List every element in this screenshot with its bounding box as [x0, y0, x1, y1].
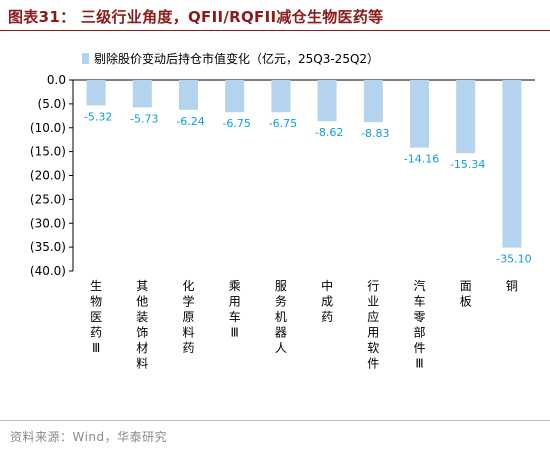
- bar: [86, 80, 106, 106]
- legend-label: 剔除股价变动后持仓市值变化（亿元，25Q3-25Q2）: [94, 51, 379, 66]
- data-label: -15.34: [450, 158, 485, 171]
- data-label: -6.75: [222, 117, 250, 130]
- y-tick-label: (25.0): [30, 192, 66, 206]
- legend-swatch: [82, 53, 89, 64]
- y-tick-label: (35.0): [30, 240, 66, 254]
- bar: [502, 80, 522, 248]
- y-ticks: 0.0 (5.0) (10.0) (15.0) (20.0) (25.0) (30.0) (3…: [30, 73, 73, 278]
- category-label: 服务机器人: [275, 279, 287, 355]
- data-label: -35.10: [496, 253, 531, 266]
- data-label: -8.62: [315, 126, 343, 139]
- category-label: 汽车零部件 Ⅲ: [413, 278, 425, 371]
- legend: 剔除股价变动后持仓市值变化（亿元，25Q3-25Q2）: [82, 51, 379, 66]
- y-tick-label: (5.0): [38, 97, 66, 111]
- title-divider: [0, 30, 550, 31]
- category-label: 面板: [460, 279, 472, 309]
- data-label: -6.75: [269, 117, 297, 130]
- chart-title: 图表31： 三级行业角度，QFII/RQFII减仓生物医药等: [8, 8, 384, 26]
- y-tick-label: (40.0): [30, 264, 66, 278]
- data-label: -5.73: [130, 112, 158, 125]
- bar: [179, 80, 198, 110]
- source-note: 资料来源：Wind，华泰研究: [10, 430, 168, 444]
- category-label: 中成药: [321, 278, 333, 324]
- bar: [456, 80, 476, 154]
- data-label: -8.83: [361, 127, 389, 140]
- bar: [225, 80, 245, 113]
- category-label: 化学原料药: [182, 279, 194, 355]
- category-label: 行业应用软件: [367, 279, 379, 371]
- category-labels: 生物医药 Ⅲ 其他装饰材料 化学原料药 乘用车 Ⅲ 服务机器人 中成药 行业应用软件 汽车零部件 Ⅲ…: [90, 278, 518, 371]
- y-tick-label: 0.0: [47, 73, 66, 87]
- source-divider: [0, 420, 550, 421]
- y-tick-label: (30.0): [30, 216, 66, 230]
- category-label: 生物医药 Ⅲ: [90, 279, 102, 355]
- y-tick-label: (15.0): [30, 145, 66, 159]
- y-tick-label: (20.0): [30, 169, 66, 183]
- bar-chart: 剔除股价变动后持仓市值变化（亿元，25Q3-25Q2） 0.0 (5.0) (10.…: [30, 51, 535, 371]
- category-label: 铜: [506, 278, 518, 293]
- data-label: -6.24: [176, 115, 204, 128]
- data-labels: -5.32 -5.73 -6.24 -6.75 -6.75 -8.62 -8.83 -14.1…: [84, 110, 532, 265]
- bar: [271, 80, 291, 113]
- bars: [86, 80, 522, 248]
- category-label: 乘用车 Ⅲ: [229, 279, 241, 340]
- bar: [132, 80, 152, 108]
- y-tick-label: (10.0): [30, 121, 66, 135]
- data-label: -5.32: [84, 110, 112, 123]
- data-label: -14.16: [404, 153, 439, 166]
- bar: [410, 80, 429, 148]
- bar: [317, 80, 337, 122]
- bar: [363, 80, 383, 123]
- category-label: 其他装饰材料: [136, 279, 148, 371]
